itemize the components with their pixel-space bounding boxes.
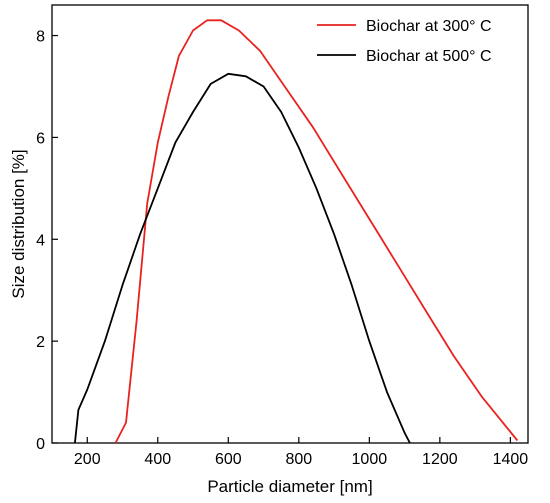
x-tick-label: 800 xyxy=(285,451,312,468)
series-line-1 xyxy=(114,19,519,444)
y-tick-label: 6 xyxy=(36,130,45,147)
y-tick-label: 4 xyxy=(36,232,45,249)
y-tick-label: 2 xyxy=(36,334,45,351)
x-tick-label: 400 xyxy=(144,451,171,468)
legend-label-1: Biochar at 300° C xyxy=(366,18,492,35)
y-axis-ticks: 0 2 4 6 8 xyxy=(36,29,58,453)
x-tick-label: 600 xyxy=(215,451,242,468)
y-tick-label: 0 xyxy=(36,436,45,453)
x-axis-label: Particle diameter [nm] xyxy=(207,477,372,496)
x-tick-label: 1400 xyxy=(493,451,529,468)
x-tick-label: 200 xyxy=(74,451,101,468)
plot-frame xyxy=(51,4,529,444)
x-tick-label: 1200 xyxy=(422,451,458,468)
y-tick-label: 8 xyxy=(36,29,45,46)
x-tick-label: 1000 xyxy=(352,451,388,468)
x-axis-ticks: 200 400 600 800 1000 1200 1400 xyxy=(74,437,528,468)
series-layer xyxy=(74,19,519,444)
series-line-2 xyxy=(74,72,411,444)
legend-label-2: Biochar at 500° C xyxy=(366,48,492,65)
legend: Biochar at 300° C Biochar at 500° C xyxy=(317,18,492,65)
y-axis-label: Size distribution [%] xyxy=(9,149,28,298)
